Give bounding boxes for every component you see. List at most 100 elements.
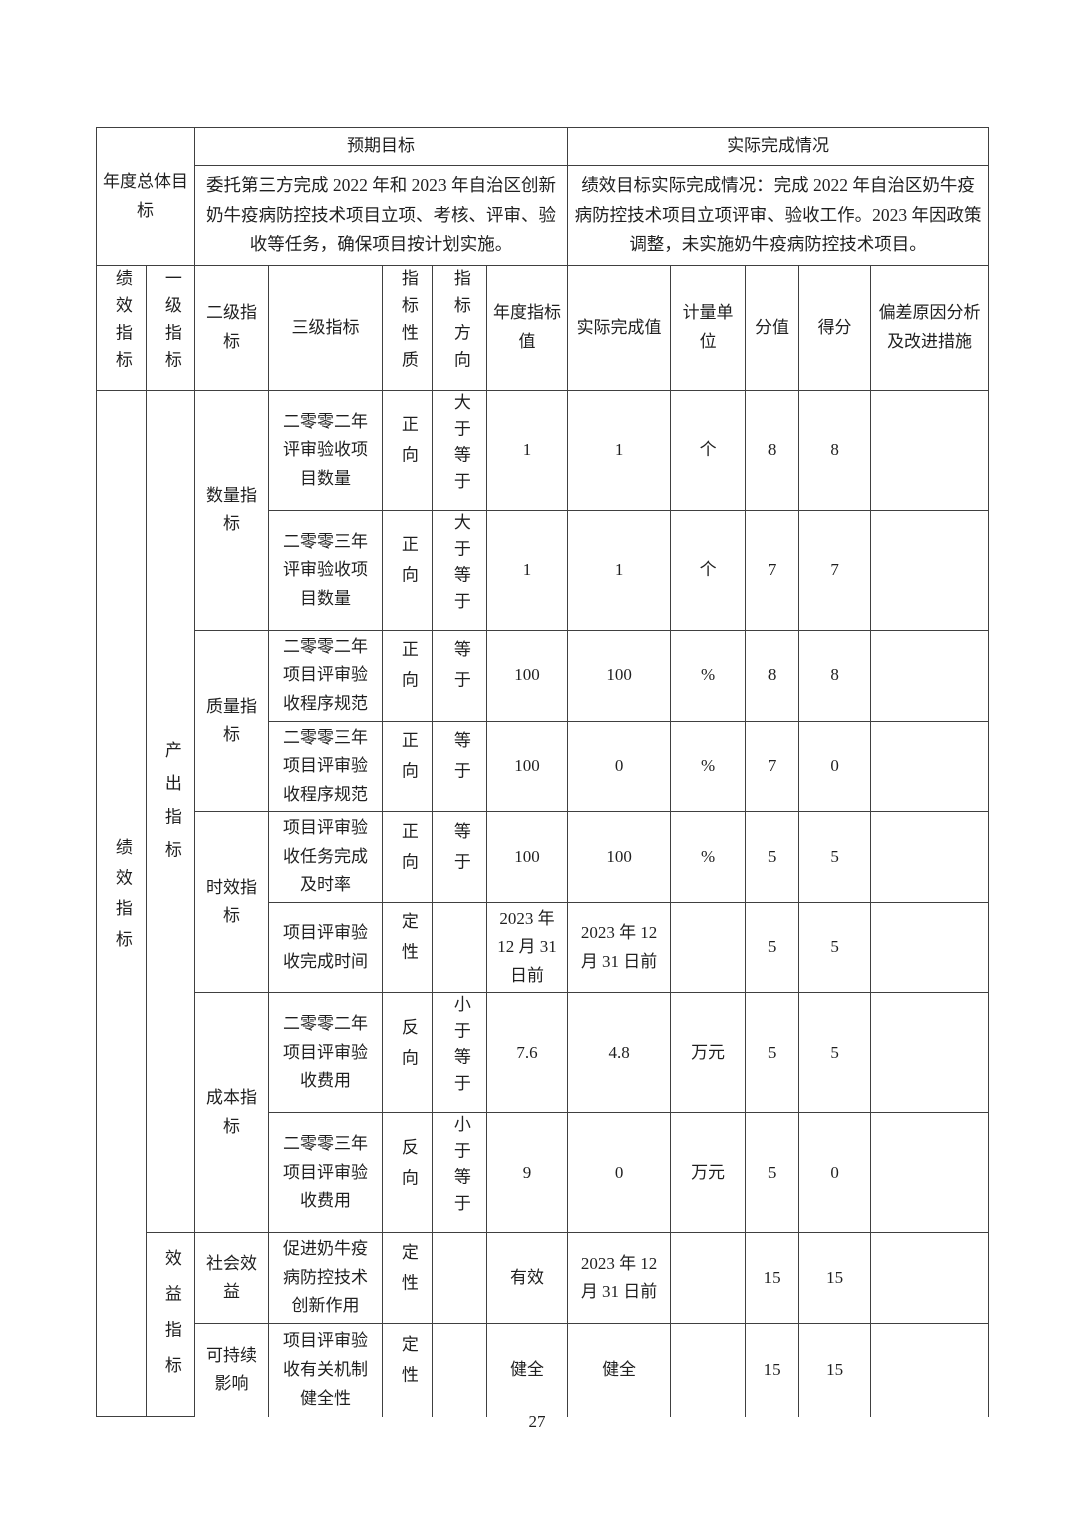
unit-cell <box>670 901 747 994</box>
level2-social-benefit-label: 社会效益 <box>194 1232 269 1325</box>
score-cell: 0 <box>798 1112 872 1234</box>
direction-cell: 小于等于 <box>432 992 487 1114</box>
header-indicator-nature: 指标性质 <box>382 265 433 391</box>
perf-indicator-group-label: 绩效指标 <box>96 389 147 1418</box>
score-cell: 5 <box>798 992 872 1114</box>
level2-quality-label: 质量指标 <box>194 629 269 813</box>
deviation-cell <box>870 992 990 1114</box>
unit-cell <box>670 1323 747 1417</box>
direction-cell <box>432 1232 487 1325</box>
annual-target-cell: 100 <box>485 811 569 903</box>
direction-cell: 大于等于 <box>432 509 487 631</box>
direction-cell <box>432 901 487 994</box>
table-row: 成本指标 二零零二年项目评审验收费用 反向 小于等于 7.6 4.8 万元 5 … <box>97 992 990 1234</box>
nature-cell: 反向 <box>382 1112 433 1234</box>
direction-cell: 小于等于 <box>432 1112 487 1234</box>
deviation-cell <box>870 811 990 903</box>
actual-value-cell: 2023 年 12 月 31 日前 <box>567 1232 672 1325</box>
annual-goal-label: 年度总体目标 <box>96 127 195 266</box>
score-cell: 5 <box>798 811 872 903</box>
header-level1-indicator: 一级指标 <box>146 265 195 391</box>
table-row: 二零零三年项目评审验收费用 反向 小于等于 9 0 万元 5 0 <box>97 1112 990 1234</box>
score-max-cell: 5 <box>745 901 800 994</box>
actual-value-cell: 0 <box>567 720 672 813</box>
direction-cell: 等于 <box>432 720 487 813</box>
unit-cell: % <box>670 720 747 813</box>
score-max-cell: 5 <box>745 992 800 1114</box>
score-max-cell: 7 <box>745 509 800 631</box>
level2-timeliness-label: 时效指标 <box>194 811 269 994</box>
header-annual-target: 年度指标值 <box>485 265 569 391</box>
header-actual-value: 实际完成值 <box>567 265 672 391</box>
expected-goal-header: 预期目标 <box>193 127 569 166</box>
table-row: 质量指标 二零零二年项目评审验收程序规范 正向 等于 100 100 % 8 8 <box>97 629 990 813</box>
score-cell: 5 <box>798 901 872 994</box>
table-row: 时效指标 项目评审验收任务完成及时率 正向 等于 100 100 % 5 5 <box>97 811 990 994</box>
actual-value-cell: 1 <box>567 509 672 631</box>
score-max-cell: 15 <box>745 1232 800 1325</box>
header-score: 得分 <box>798 265 872 391</box>
deviation-cell <box>870 1112 990 1234</box>
actual-value-cell: 1 <box>567 390 672 511</box>
page-number: 27 <box>528 1412 546 1431</box>
deviation-cell <box>870 509 990 631</box>
actual-completion-header: 实际完成情况 <box>567 127 990 166</box>
table-row: 效益指标 社会效益 促进奶牛疫病防控技术创新作用 定性 有效 2023 年 12… <box>97 1232 990 1418</box>
header-perf-indicator: 绩效指标 <box>96 265 147 391</box>
deviation-cell <box>870 629 990 722</box>
level2-quantity-label: 数量指标 <box>194 390 269 631</box>
header-deviation: 偏差原因分析及改进措施 <box>870 265 990 391</box>
header-indicator-direction: 指标方向 <box>432 265 487 391</box>
nature-cell: 正向 <box>382 720 433 813</box>
deviation-cell <box>870 1232 990 1325</box>
header-score-max: 分值 <box>745 265 800 391</box>
level2-cost-label: 成本指标 <box>194 992 269 1234</box>
level3-indicator-cell: 二零零二年项目评审验收费用 <box>268 992 383 1114</box>
annual-target-cell: 2023 年 12 月 31 日前 <box>485 901 569 994</box>
table-row: 可持续影响 项目评审验收有关机制健全性 定性 健全 健全 15 15 <box>97 1323 990 1417</box>
level3-indicator-cell: 促进奶牛疫病防控技术创新作用 <box>268 1232 383 1325</box>
level1-output-label: 产出指标 <box>146 389 195 1234</box>
score-max-cell: 8 <box>745 629 800 722</box>
nature-cell: 正向 <box>382 629 433 722</box>
annual-target-cell: 1 <box>485 390 569 511</box>
table-row: 二零零三年评审验收项目数量 正向 大于等于 1 1 个 7 7 <box>97 509 990 631</box>
nature-cell: 定性 <box>382 901 433 994</box>
table-row: 二零零三年项目评审验收程序规范 正向 等于 100 0 % 7 0 <box>97 720 990 813</box>
score-max-cell: 5 <box>745 811 800 903</box>
nature-cell: 反向 <box>382 992 433 1114</box>
annual-target-cell: 100 <box>485 629 569 722</box>
nature-cell: 定性 <box>382 1232 433 1325</box>
score-max-cell: 5 <box>745 1112 800 1234</box>
level3-indicator-cell: 项目评审验收完成时间 <box>268 901 383 994</box>
unit-cell <box>670 1232 747 1325</box>
score-cell: 15 <box>798 1232 872 1325</box>
annual-target-cell: 有效 <box>485 1232 569 1325</box>
annual-target-cell: 7.6 <box>485 992 569 1114</box>
level2-sustainability-label: 可持续影响 <box>194 1323 269 1417</box>
deviation-cell <box>870 901 990 994</box>
unit-cell: 个 <box>670 390 747 511</box>
header-unit: 计量单位 <box>670 265 747 391</box>
annual-target-cell: 1 <box>485 509 569 631</box>
level3-indicator-cell: 二零零二年评审验收项目数量 <box>268 390 383 511</box>
score-cell: 0 <box>798 720 872 813</box>
level3-indicator-cell: 二零零三年项目评审验收费用 <box>268 1112 383 1234</box>
level3-indicator-cell: 二零零二年项目评审验收程序规范 <box>268 629 383 722</box>
score-cell: 8 <box>798 629 872 722</box>
score-max-cell: 8 <box>745 390 800 511</box>
actual-value-cell: 100 <box>567 629 672 722</box>
score-cell: 8 <box>798 390 872 511</box>
direction-cell <box>432 1323 487 1417</box>
level3-indicator-cell: 二零零三年项目评审验收程序规范 <box>268 720 383 813</box>
table-row: 绩效指标 产出指标 数量指标 二零零二年评审验收项目数量 正向 大于等于 1 1… <box>96 389 990 1418</box>
annual-target-cell: 100 <box>485 720 569 813</box>
level3-indicator-cell: 二零零三年评审验收项目数量 <box>268 509 383 631</box>
header-level3-indicator: 三级指标 <box>268 265 383 391</box>
score-cell: 15 <box>798 1323 872 1417</box>
unit-cell: % <box>670 811 747 903</box>
unit-cell: 万元 <box>670 992 747 1114</box>
level3-indicator-cell: 项目评审验收有关机制健全性 <box>268 1323 383 1417</box>
level3-indicator-cell: 项目评审验收任务完成及时率 <box>268 811 383 903</box>
